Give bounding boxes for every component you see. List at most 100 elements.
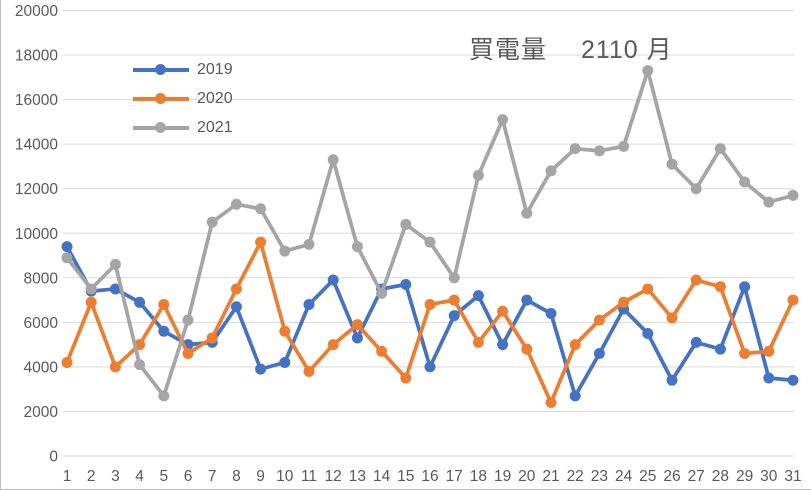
data-point-2021-2[interactable]: [85, 283, 97, 295]
x-tick-label[interactable]: 21: [542, 468, 559, 485]
data-point-2021-6[interactable]: [182, 314, 194, 326]
x-tick-label[interactable]: 24: [615, 468, 633, 485]
y-tick-label[interactable]: 2000: [24, 404, 59, 421]
data-point-2020-12[interactable]: [327, 339, 339, 351]
x-tick-label[interactable]: 19: [494, 468, 511, 485]
data-point-2020-11[interactable]: [303, 365, 315, 377]
data-point-2021-18[interactable]: [472, 169, 484, 181]
data-point-2019-28[interactable]: [714, 343, 726, 355]
data-point-2020-25[interactable]: [642, 283, 654, 295]
data-point-2021-17[interactable]: [448, 272, 460, 284]
data-point-2020-6[interactable]: [182, 348, 194, 360]
x-tick-label[interactable]: 29: [736, 468, 753, 485]
data-point-2020-20[interactable]: [521, 343, 533, 355]
x-tick-label[interactable]: 23: [591, 468, 608, 485]
data-point-2019-26[interactable]: [666, 374, 678, 386]
data-point-2021-16[interactable]: [424, 236, 436, 248]
data-point-2021-23[interactable]: [593, 145, 605, 157]
data-point-2021-31[interactable]: [787, 189, 799, 201]
data-point-2021-14[interactable]: [376, 287, 388, 299]
data-point-2020-18[interactable]: [472, 336, 484, 348]
data-point-2020-9[interactable]: [255, 236, 267, 248]
y-tick-label[interactable]: 14000: [15, 137, 58, 154]
data-point-2020-14[interactable]: [376, 345, 388, 357]
data-point-2020-30[interactable]: [763, 345, 775, 357]
data-point-2020-29[interactable]: [739, 348, 751, 360]
data-point-2020-28[interactable]: [714, 281, 726, 293]
data-point-2021-21[interactable]: [545, 165, 557, 177]
data-point-2019-12[interactable]: [327, 274, 339, 286]
x-tick-label[interactable]: 22: [567, 468, 584, 485]
data-point-2019-18[interactable]: [472, 290, 484, 302]
y-tick-label[interactable]: 6000: [24, 315, 59, 332]
x-tick-label[interactable]: 3: [111, 468, 120, 485]
data-point-2020-26[interactable]: [666, 312, 678, 324]
chart-title[interactable]: 買電量 2110 月: [469, 36, 673, 64]
data-point-2021-5[interactable]: [158, 390, 170, 402]
x-tick-label[interactable]: 26: [663, 468, 680, 485]
x-tick-label[interactable]: 11: [301, 468, 317, 485]
data-point-2021-4[interactable]: [134, 359, 146, 371]
data-point-2021-3[interactable]: [109, 258, 121, 270]
x-tick-label[interactable]: 2: [87, 468, 96, 485]
series-2020[interactable]: [61, 236, 799, 409]
data-point-2019-8[interactable]: [230, 301, 242, 313]
series-line-2019[interactable]: [65, 244, 795, 398]
x-tick-label[interactable]: 13: [349, 468, 366, 485]
legend-item-2019[interactable]: 2019: [133, 55, 233, 84]
data-point-2021-7[interactable]: [206, 216, 218, 228]
x-axis[interactable]: 1 2 3 4 5 6 7 8 9 10 11 12 13 14 15 16 17 18 19 20 21 22 23 24 2…: [63, 468, 802, 485]
x-tick-label[interactable]: 16: [421, 468, 438, 485]
data-point-2021-8[interactable]: [230, 198, 242, 210]
y-tick-label[interactable]: 20000: [15, 3, 58, 20]
data-point-2020-17[interactable]: [448, 294, 460, 306]
data-point-2020-24[interactable]: [618, 296, 630, 308]
data-point-2021-29[interactable]: [739, 176, 751, 188]
data-point-2020-23[interactable]: [593, 314, 605, 326]
x-tick-label[interactable]: 25: [639, 468, 656, 485]
data-point-2021-9[interactable]: [255, 203, 267, 215]
x-tick-label[interactable]: 12: [325, 468, 342, 485]
data-point-2019-31[interactable]: [787, 374, 799, 386]
data-point-2020-2[interactable]: [85, 296, 97, 308]
data-point-2021-30[interactable]: [763, 196, 775, 208]
data-point-2020-3[interactable]: [109, 361, 121, 373]
x-tick-label[interactable]: 1: [63, 468, 72, 485]
x-tick-label[interactable]: 17: [446, 468, 463, 485]
x-tick-label[interactable]: 9: [256, 468, 265, 485]
x-tick-label[interactable]: 14: [373, 468, 391, 485]
x-tick-label[interactable]: 20: [518, 468, 536, 485]
series-2021[interactable]: [61, 65, 799, 402]
data-point-2020-27[interactable]: [690, 274, 702, 286]
data-point-2020-13[interactable]: [351, 319, 363, 331]
x-tick-label[interactable]: 28: [712, 468, 729, 485]
y-tick-label[interactable]: 4000: [24, 359, 59, 376]
data-point-2021-20[interactable]: [521, 207, 533, 219]
data-point-2019-19[interactable]: [497, 339, 509, 351]
legend-item-2021[interactable]: 2021: [133, 113, 233, 142]
data-point-2019-13[interactable]: [351, 332, 363, 344]
data-point-2019-5[interactable]: [158, 325, 170, 337]
y-tick-label[interactable]: 8000: [24, 270, 59, 287]
data-point-2019-16[interactable]: [424, 361, 436, 373]
y-tick-label[interactable]: 12000: [15, 181, 58, 198]
data-point-2021-24[interactable]: [618, 140, 630, 152]
data-point-2020-22[interactable]: [569, 339, 581, 351]
data-point-2019-20[interactable]: [521, 294, 533, 306]
x-tick-label[interactable]: 30: [760, 468, 778, 485]
y-tick-label[interactable]: 18000: [15, 48, 58, 65]
data-point-2019-15[interactable]: [400, 278, 412, 290]
data-point-2020-16[interactable]: [424, 299, 436, 311]
y-tick-label[interactable]: 0: [49, 449, 58, 466]
x-tick-label[interactable]: 27: [688, 468, 705, 485]
y-tick-label[interactable]: 10000: [15, 226, 58, 243]
data-point-2019-3[interactable]: [109, 283, 121, 295]
x-tick-label[interactable]: 10: [276, 468, 294, 485]
x-tick-label[interactable]: 4: [135, 468, 144, 485]
data-point-2020-1[interactable]: [61, 356, 73, 368]
data-point-2021-13[interactable]: [351, 241, 363, 253]
data-point-2021-1[interactable]: [61, 252, 73, 264]
x-tick-label[interactable]: 18: [470, 468, 487, 485]
data-point-2021-19[interactable]: [497, 114, 509, 126]
data-point-2019-21[interactable]: [545, 307, 557, 319]
